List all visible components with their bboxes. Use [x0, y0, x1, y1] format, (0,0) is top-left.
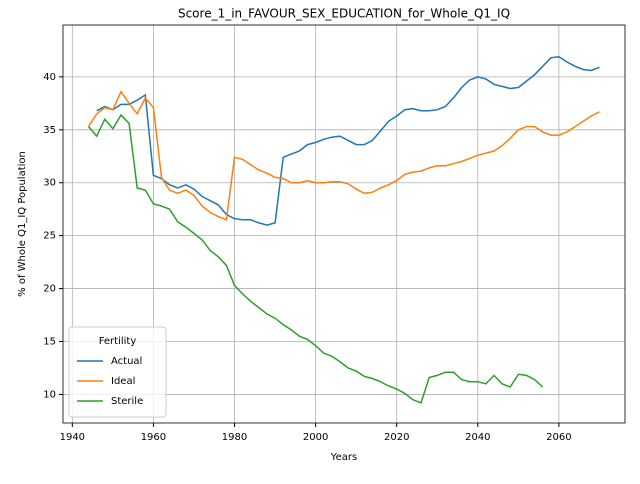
y-tick-label: 15	[43, 336, 56, 347]
y-tick-label: 40	[43, 72, 56, 83]
series-line	[87, 113, 544, 404]
y-tick-label: 35	[43, 125, 56, 136]
x-tick-label: 2020	[384, 432, 409, 443]
chart-title: Score_1_in_FAVOUR_SEX_EDUCATION_for_Whol…	[178, 7, 510, 21]
y-tick-label: 30	[43, 178, 56, 189]
y-axis-label: % of Whole Q1_IQ Population	[17, 151, 28, 297]
legend-box	[68, 326, 167, 418]
x-tick-label: 1980	[222, 432, 247, 443]
x-axis-label: Years	[330, 452, 357, 463]
x-tick-label: 2060	[546, 432, 571, 443]
legend-label: Ideal	[111, 376, 135, 387]
x-tick-label: 2000	[303, 432, 328, 443]
legend-title: Fertility	[99, 336, 137, 347]
legend-label: Sterile	[111, 396, 143, 407]
plot-frame	[62, 24, 626, 424]
y-tick-label: 10	[43, 389, 56, 400]
x-tick-label: 2040	[465, 432, 490, 443]
series-line	[87, 90, 600, 221]
x-tick-label: 1960	[141, 432, 166, 443]
series-line	[96, 56, 600, 226]
x-tick-label: 1940	[60, 432, 85, 443]
y-tick-label: 20	[43, 284, 56, 295]
legend-label: Actual	[111, 356, 142, 367]
y-tick-label: 25	[43, 231, 56, 242]
